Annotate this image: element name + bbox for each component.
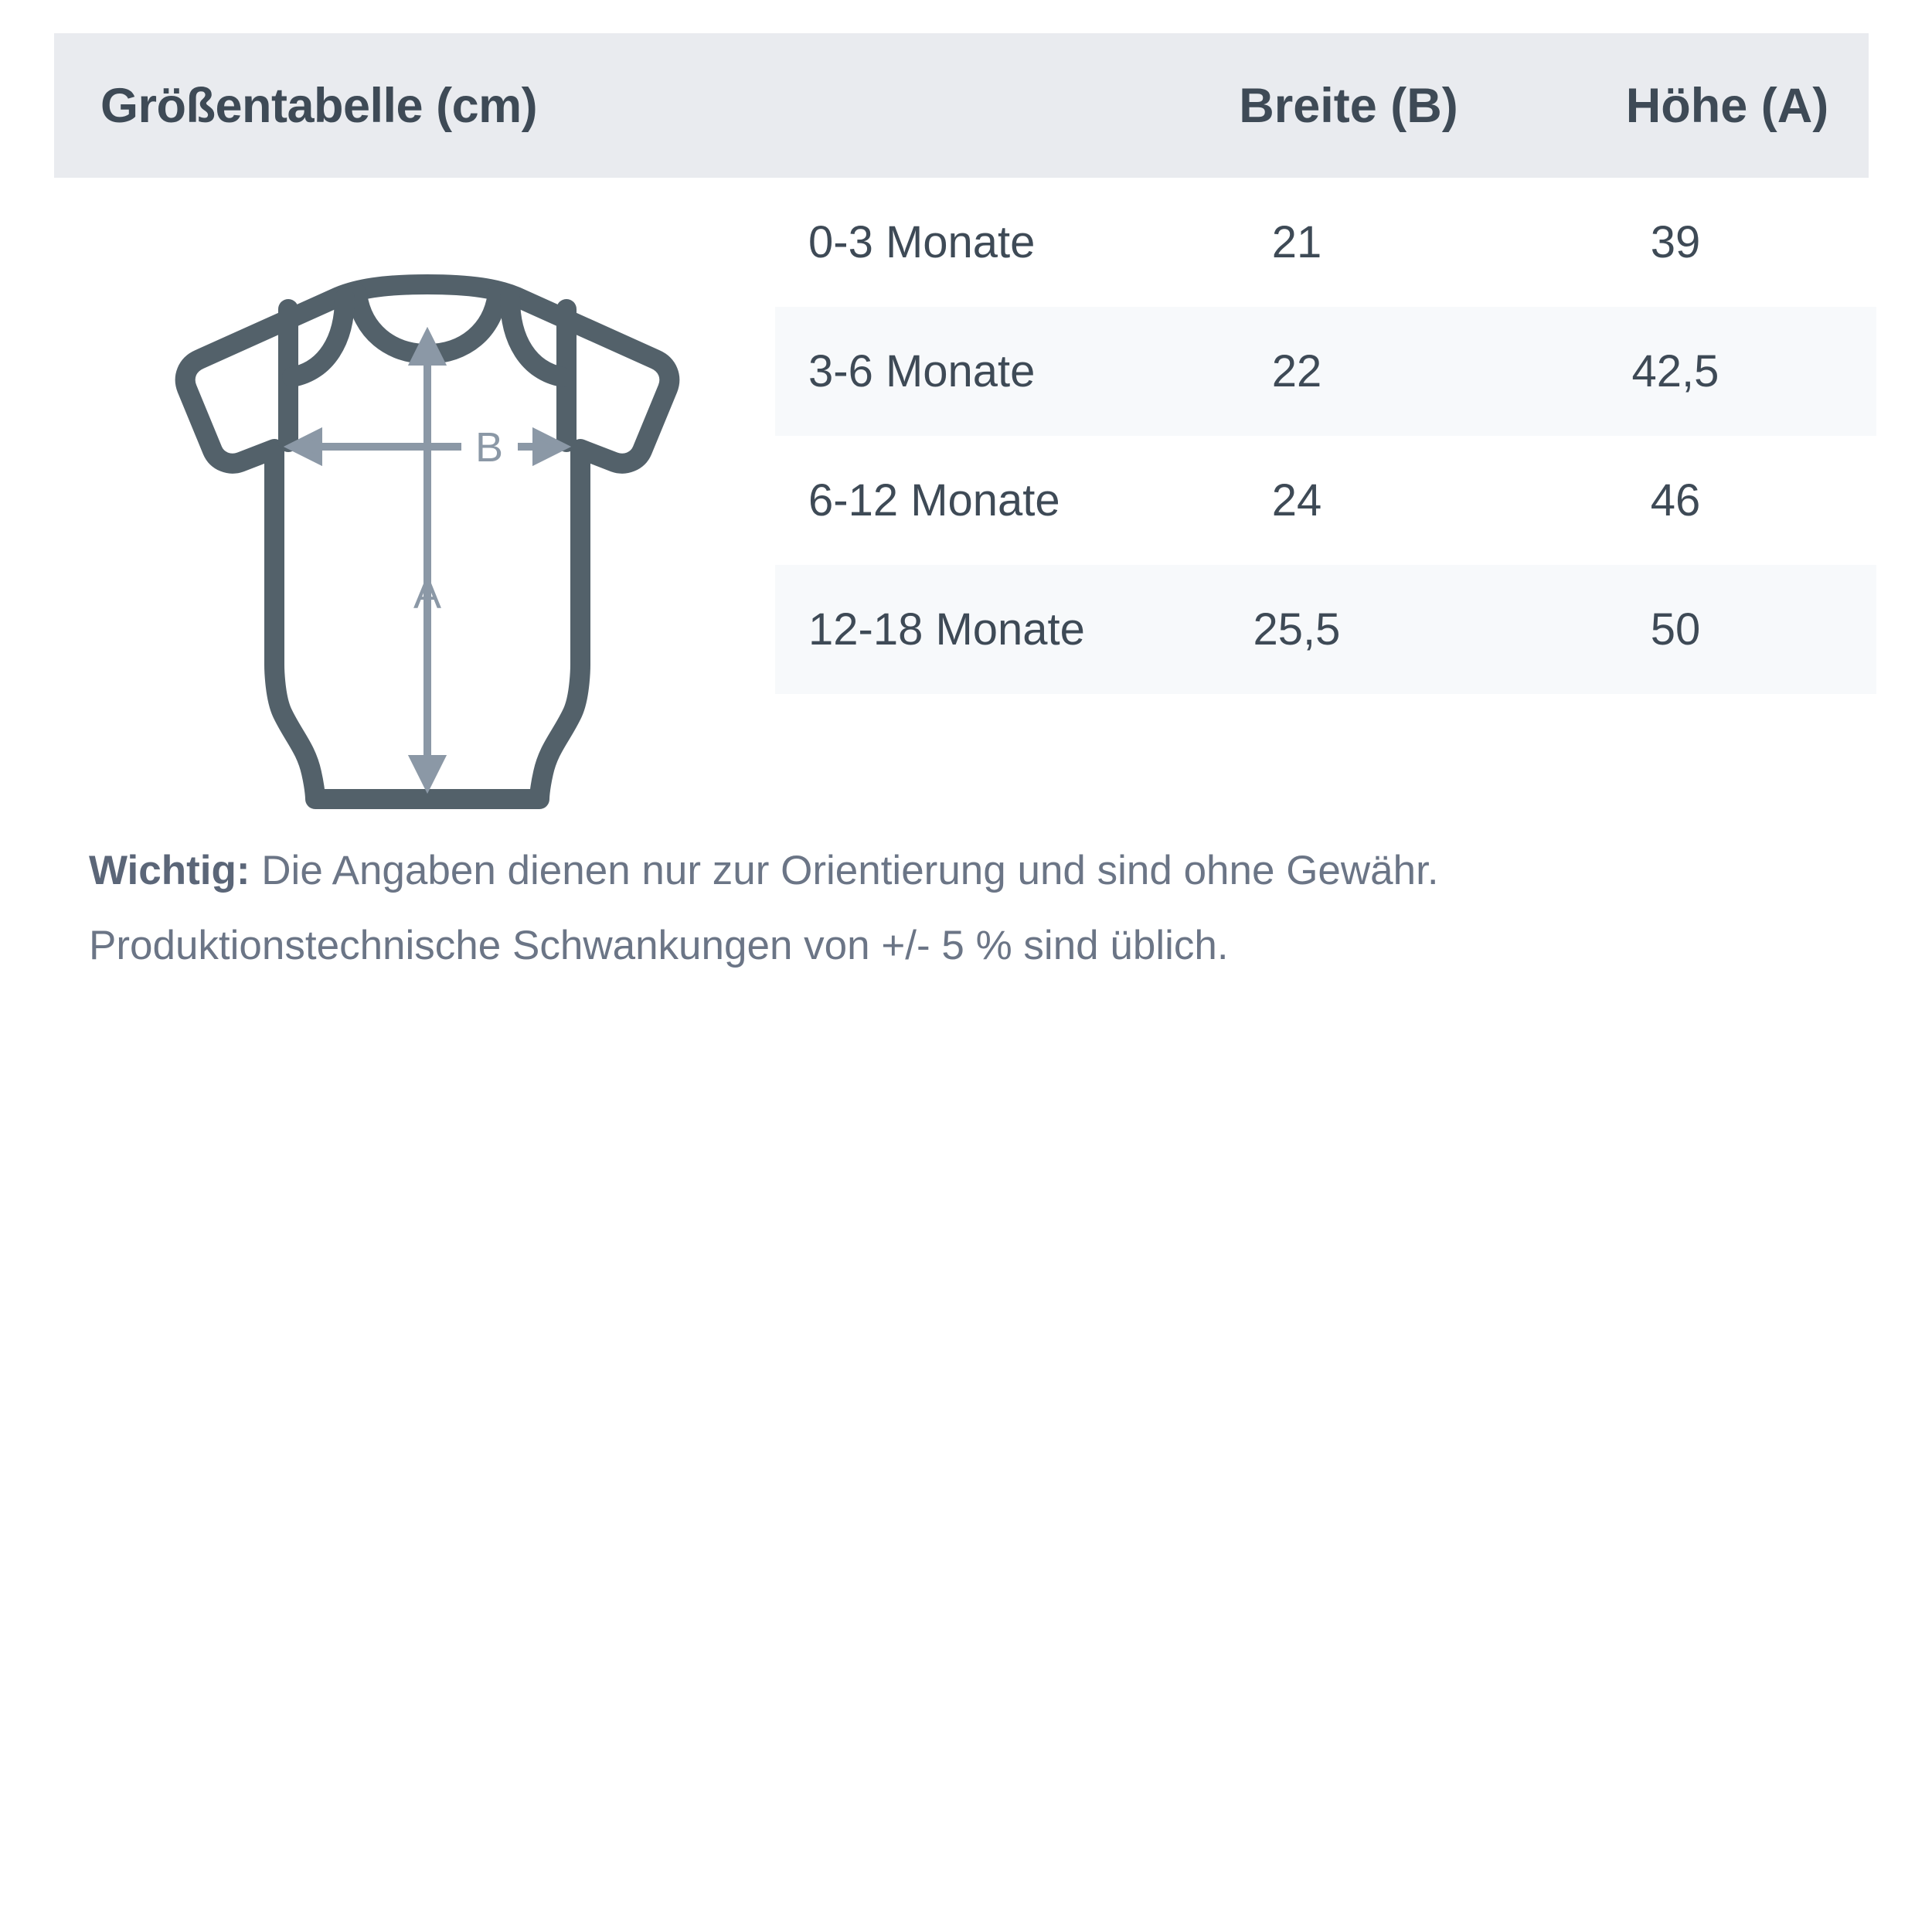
cell-width: 21: [1271, 217, 1322, 267]
cell-size: 12-18 Monate: [808, 604, 1085, 655]
arrow-head-right: [532, 427, 572, 467]
arrow-head-down: [407, 755, 447, 794]
cell-size: 6-12 Monate: [808, 475, 1060, 526]
cell-height: 42,5: [1631, 346, 1719, 396]
dimension-label-height: A: [413, 571, 441, 617]
column-header-height: Höhe (A): [1625, 78, 1829, 133]
footnote-line-1-rest: Die Angaben dienen nur zur Orientierung …: [250, 848, 1439, 893]
cell-height: 46: [1650, 475, 1701, 526]
footnote-line-2: Produktionstechnische Schwankungen von +…: [89, 923, 1229, 968]
footnote: Wichtig: Die Angaben dienen nur zur Orie…: [89, 833, 1866, 983]
arrow-head-left: [283, 427, 322, 467]
cell-width: 24: [1271, 475, 1322, 526]
table-row: 3-6 Monate 22 42,5: [775, 307, 1876, 436]
size-table: 0-3 Monate 21 39 3-6 Monate 22 42,5 6-12…: [775, 178, 1876, 694]
page-title: Größentabelle (cm): [100, 78, 538, 133]
column-header-width: Breite (B): [1239, 78, 1458, 133]
bodysuit-outline-icon: [175, 274, 680, 809]
table-row: 12-18 Monate 25,5 50: [775, 565, 1876, 694]
cell-width: 25,5: [1253, 604, 1341, 655]
table-header-band: Größentabelle (cm) Breite (B) Höhe (A): [54, 33, 1869, 178]
table-row: 6-12 Monate 24 46: [775, 436, 1876, 565]
cell-size: 0-3 Monate: [808, 217, 1036, 267]
cell-width: 22: [1271, 346, 1322, 396]
footnote-line-1: Wichtig: Die Angaben dienen nur zur Orie…: [89, 833, 1866, 908]
cell-size: 3-6 Monate: [808, 346, 1036, 396]
bodysuit-diagram: B A: [116, 232, 734, 819]
footnote-lead: Wichtig:: [89, 848, 250, 893]
dimension-lines: [283, 326, 572, 794]
table-row: 0-3 Monate 21 39: [775, 178, 1876, 307]
cell-height: 50: [1650, 604, 1701, 655]
dimension-label-width: B: [475, 424, 503, 471]
cell-height: 39: [1650, 217, 1701, 267]
arrow-head-up: [407, 326, 447, 366]
